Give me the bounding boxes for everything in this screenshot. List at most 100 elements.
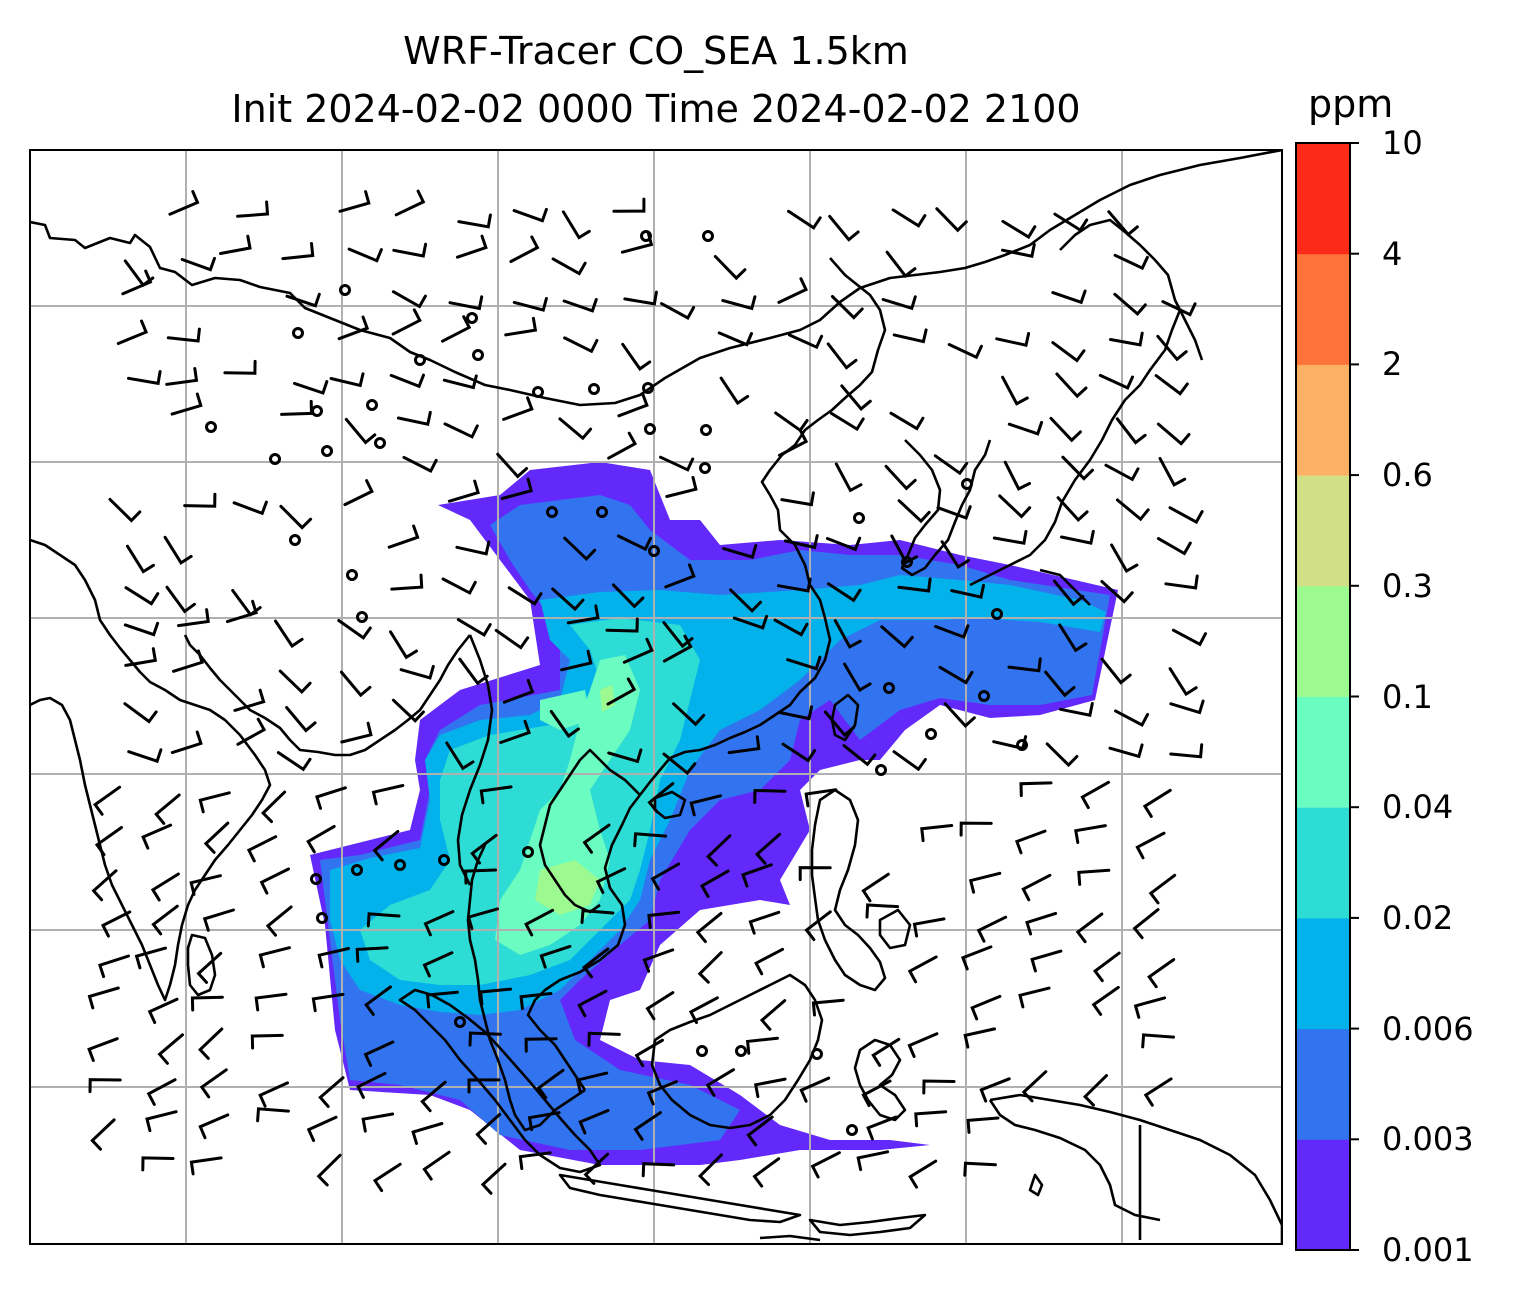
wind-barb	[343, 479, 374, 507]
wind-barb	[647, 782, 675, 814]
wind-barb	[607, 431, 638, 460]
wind-barb	[180, 256, 216, 272]
wind-barb	[391, 698, 425, 723]
wind-barb	[479, 785, 513, 805]
wind-barb	[1003, 460, 1031, 491]
wind-barb	[1049, 416, 1082, 443]
wind-barb	[274, 619, 304, 649]
map-title-line1: WRF-Tracer CO_SEA 1.5km	[403, 29, 909, 73]
map-frame	[29, 149, 1283, 1245]
wind-barb	[391, 308, 422, 336]
wind-barb	[87, 986, 120, 1010]
wind-barb	[897, 577, 932, 593]
wind-barb	[127, 370, 162, 386]
wind-barb	[256, 1107, 290, 1123]
calm-wind-marker	[702, 230, 714, 242]
wind-barb	[1115, 498, 1150, 522]
wind-barb	[126, 544, 155, 574]
wind-barb	[774, 411, 809, 433]
wind-barb	[722, 544, 758, 559]
wind-barb	[1021, 1070, 1048, 1103]
wind-barb	[236, 200, 270, 218]
calm-wind-marker	[875, 764, 887, 776]
wind-barb	[752, 1157, 781, 1188]
wind-barb	[189, 874, 222, 896]
wind-barb	[524, 908, 555, 937]
wind-barb	[881, 295, 917, 311]
wind-barb	[190, 995, 224, 1012]
wind-barb	[318, 1076, 345, 1108]
wind-barb	[992, 735, 1028, 751]
wind-barb	[285, 292, 321, 308]
wind-barb	[258, 1081, 289, 1108]
wind-barb	[203, 821, 230, 854]
wind-barb	[225, 599, 258, 624]
wind-barb	[223, 359, 257, 375]
calm-wind-marker	[311, 405, 323, 417]
wind-barb	[1114, 709, 1150, 728]
wind-barb	[633, 832, 668, 848]
wind-barb	[688, 996, 719, 1024]
wind-barb	[947, 343, 983, 360]
wind-barb	[1007, 420, 1044, 436]
calm-wind-marker	[700, 424, 712, 436]
wind-barb	[804, 788, 838, 808]
wind-barb	[1158, 456, 1187, 487]
wind-barb	[634, 1038, 664, 1068]
wind-barb	[94, 826, 123, 857]
wind-barb	[1169, 699, 1205, 715]
wind-barb	[219, 234, 252, 255]
wind-barb	[1077, 868, 1111, 886]
wind-barb	[582, 823, 611, 854]
colorbar-segment	[1296, 143, 1350, 255]
wind-barb	[907, 1032, 939, 1058]
wind-barb	[121, 269, 153, 296]
wind-barb	[717, 331, 753, 347]
wind-barb	[166, 327, 201, 343]
wind-barb	[697, 951, 723, 984]
wind-barb	[706, 834, 732, 867]
wind-barb	[834, 462, 863, 493]
wind-barb	[605, 617, 639, 633]
calm-wind-marker	[699, 462, 711, 474]
wind-barb	[787, 333, 824, 350]
wind-barb	[392, 242, 428, 258]
wind-barb	[907, 955, 938, 984]
wind-barb	[829, 411, 865, 432]
wind-barb	[787, 209, 822, 230]
colorbar-tick-label: 0.006	[1382, 1009, 1474, 1048]
wind-barb	[1056, 496, 1089, 523]
wind-barb	[1110, 543, 1139, 574]
wind-barb	[172, 649, 204, 673]
wind-barb	[1156, 422, 1191, 446]
wind-barb	[777, 277, 808, 304]
calm-wind-marker	[811, 1048, 823, 1060]
wind-barb	[689, 794, 722, 817]
wind-barb	[87, 1037, 119, 1062]
calm-wind-marker	[289, 534, 301, 546]
wind-barb	[705, 1068, 735, 1097]
wind-barb	[340, 721, 373, 744]
colorbar-tick-label: 4	[1382, 234, 1403, 273]
wind-barb	[364, 985, 392, 1016]
wind-barb	[778, 705, 813, 721]
wind-barb	[781, 742, 817, 763]
wind-barb	[1147, 958, 1176, 989]
wind-barb	[470, 833, 498, 865]
wind-barb	[145, 1110, 178, 1133]
wind-barb	[566, 604, 600, 625]
wind-barb	[422, 951, 454, 978]
wind-barb	[617, 392, 649, 418]
wind-barb	[1115, 417, 1147, 445]
wind-barb	[1135, 831, 1166, 860]
wind-barb	[650, 862, 681, 891]
wind-barb	[562, 298, 598, 313]
wind-barb	[396, 410, 432, 426]
coast-china-east	[638, 257, 887, 796]
wind-barb	[124, 586, 160, 606]
wind-barb	[527, 1111, 561, 1132]
wind-barb	[753, 1077, 787, 1099]
wind-barb	[620, 231, 654, 254]
wind-barb	[399, 664, 435, 680]
wind-barb	[1051, 289, 1087, 305]
